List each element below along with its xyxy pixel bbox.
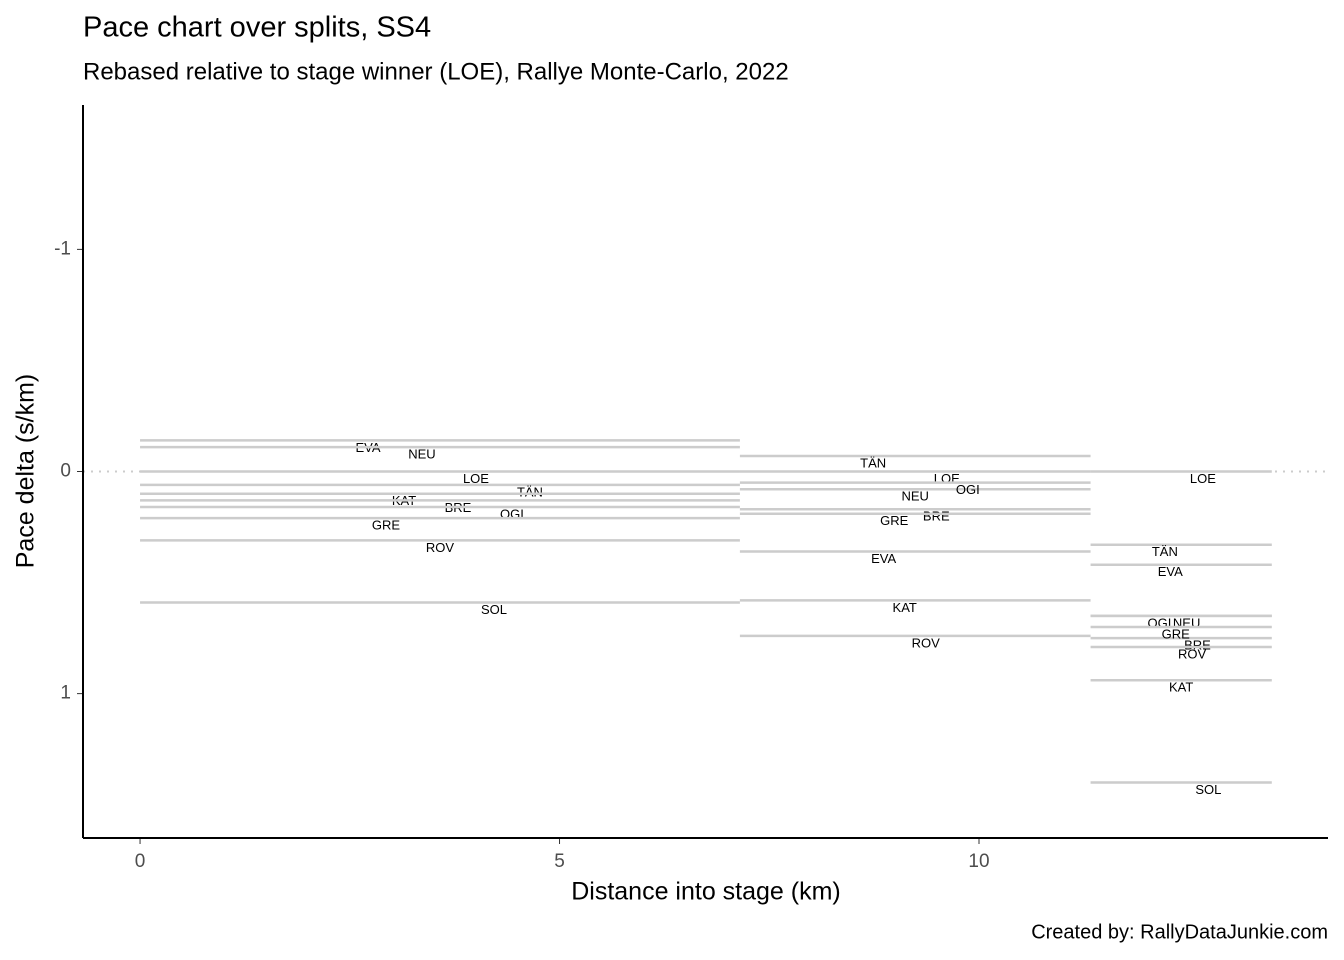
driver-label: KAT (1169, 680, 1193, 695)
driver-label: LOE (463, 471, 489, 486)
driver-label: NEU (902, 489, 929, 504)
caption: Created by: RallyDataJunkie.com (1031, 921, 1328, 943)
y-tick-label: 0 (60, 461, 71, 482)
chart-subtitle: Rebased relative to stage winner (LOE), … (83, 58, 789, 85)
driver-label: ROV (912, 635, 941, 650)
driver-label: TÄN (1152, 544, 1178, 559)
driver-label: NEU (408, 447, 435, 462)
driver-label: BRE (923, 509, 950, 524)
y-tick-label: -1 (54, 238, 71, 259)
driver-label: SOL (1195, 782, 1221, 797)
driver-label: TÄN (517, 484, 543, 499)
driver-label: BRE (1184, 638, 1211, 653)
driver-label: ROV (426, 540, 455, 555)
driver-label: LOE (1190, 471, 1216, 486)
x-tick-label: 0 (135, 851, 146, 872)
y-tick-label: 1 (60, 683, 71, 704)
y-axis-label: Pace delta (s/km) (12, 374, 40, 569)
driver-label: TÄN (860, 455, 886, 470)
driver-label: EVA (871, 551, 896, 566)
driver-label: KAT (893, 600, 917, 615)
driver-label: EVA (1158, 564, 1183, 579)
driver-label: GRE (880, 513, 909, 528)
driver-label: ROV (1178, 646, 1207, 661)
driver-label: OGI (956, 482, 980, 497)
driver-label: SOL (481, 602, 507, 617)
driver-label: GRE (1162, 626, 1191, 641)
x-tick-label: 10 (968, 851, 989, 872)
driver-label: GRE (372, 518, 401, 533)
chart-title: Pace chart over splits, SS4 (83, 12, 431, 44)
x-axis-label: Distance into stage (km) (571, 878, 841, 906)
x-tick-label: 5 (554, 851, 565, 872)
